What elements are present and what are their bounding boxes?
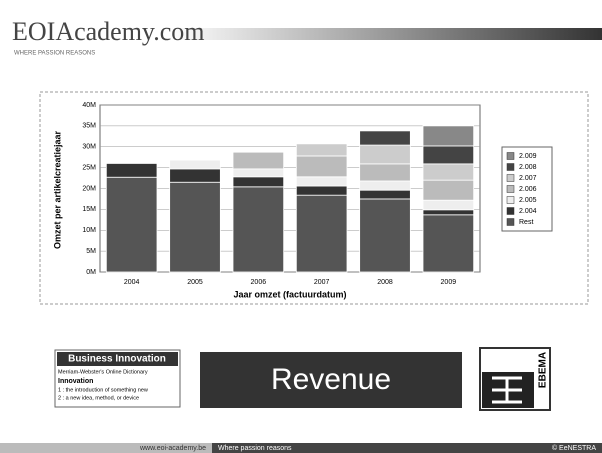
header-bar	[170, 28, 602, 40]
bar-segment	[232, 151, 285, 170]
bar-segment	[295, 194, 348, 273]
bar-segment	[359, 189, 411, 200]
definition-source: Merriam-Webster's Online Dictionary	[58, 369, 148, 375]
x-tick-label: 2008	[377, 279, 393, 286]
bar-segment	[422, 179, 475, 201]
bar-segment	[295, 143, 348, 157]
footer-copyright: © EeNESTRA	[552, 444, 596, 452]
bar-segment	[232, 176, 285, 188]
footer-dark	[212, 443, 602, 453]
bar-segment	[105, 163, 158, 178]
y-tick-label: 15M	[82, 206, 96, 213]
y-tick-label: 30M	[82, 144, 96, 151]
bar-segment	[422, 209, 475, 216]
bar-segment	[359, 144, 411, 165]
footer-url: www.eoi-academy.be	[139, 445, 206, 452]
x-tick-label: 2004	[124, 279, 140, 286]
x-tick-label: 2006	[251, 279, 267, 286]
bar-segment	[422, 199, 475, 211]
legend-swatch	[506, 163, 515, 171]
x-tick-label: 2005	[187, 279, 203, 286]
legend-swatch	[506, 218, 515, 226]
y-tick-label: 0M	[86, 269, 96, 276]
legend-label: 2.006	[519, 186, 537, 193]
sponsor-name: EBEMA	[538, 352, 549, 388]
bar-segment	[422, 163, 475, 181]
bar-segment	[232, 186, 285, 273]
banner-box	[200, 352, 462, 408]
bar-segment	[105, 176, 158, 273]
legend-swatch	[506, 207, 515, 215]
y-tick-label: 10M	[82, 227, 96, 234]
bar-segment	[295, 185, 348, 196]
footer-slogan: Where passion reasons	[218, 445, 292, 452]
definition-line: 1 : the introduction of something new	[58, 387, 148, 393]
definition-header	[57, 352, 178, 366]
bar-segment	[422, 125, 475, 147]
bar-segment	[295, 176, 348, 187]
y-tick-label: 25M	[82, 164, 96, 171]
y-tick-label: 20M	[82, 185, 96, 192]
bar-segment	[295, 155, 348, 178]
definition-title: Business Innovation	[68, 354, 166, 365]
bar-segment	[169, 159, 221, 170]
definition-term: Innovation	[58, 378, 93, 385]
x-tick-label: 2009	[441, 279, 457, 286]
legend-swatch	[506, 185, 515, 193]
bar-segment	[422, 214, 475, 273]
bar-segment	[359, 163, 411, 182]
bar-segment	[359, 130, 411, 146]
banner-text: Revenue	[271, 363, 391, 396]
bar-segment	[359, 180, 411, 191]
legend-label: 2.008	[519, 164, 537, 171]
tagline: WHERE PASSION REASONS	[14, 51, 95, 57]
x-axis-label: Jaar omzet (factuurdatum)	[233, 289, 346, 299]
legend-swatch	[506, 196, 515, 204]
definition-line: 2 : a new idea, method, or device	[58, 395, 139, 401]
legend-swatch	[506, 152, 515, 160]
legend-label: 2.007	[519, 175, 537, 182]
legend-swatch	[506, 174, 515, 182]
bar-segment	[422, 145, 475, 165]
bar-segment	[359, 198, 411, 273]
legend-label: 2.009	[519, 153, 537, 160]
legend-label: 2.005	[519, 197, 537, 204]
bar-segment	[169, 168, 221, 183]
logo: EOIAcademy.com	[12, 17, 205, 46]
legend-label: 2.004	[519, 208, 537, 215]
x-tick-label: 2007	[314, 279, 330, 286]
sponsor-glyph	[492, 376, 522, 404]
bar-segment	[232, 168, 285, 178]
legend-label: Rest	[519, 219, 533, 226]
y-axis-label: Omzet per artikelcreatiejaar	[52, 130, 62, 249]
y-tick-label: 5M	[86, 248, 96, 255]
y-tick-label: 35M	[82, 123, 96, 130]
y-tick-label: 40M	[82, 102, 96, 109]
bar-segment	[169, 181, 221, 273]
